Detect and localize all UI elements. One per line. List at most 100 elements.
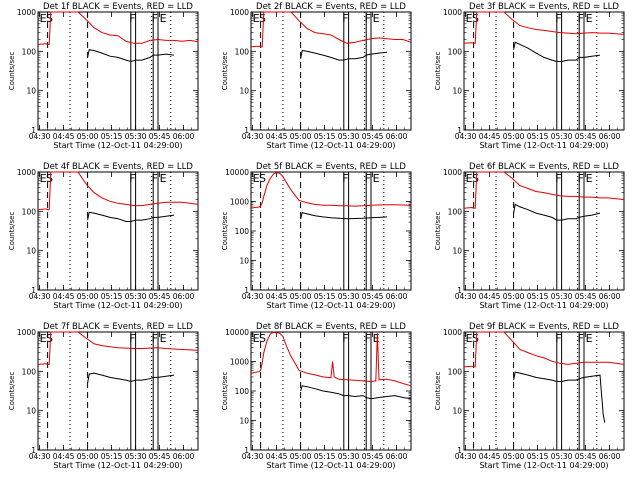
marker-letter: S [472,12,479,25]
x-tick-label: 05:45 [362,292,384,301]
y-tick-label: 1000 [443,328,462,337]
y-tick-label: 1000 [230,8,249,17]
x-tick-label: 06:00 [599,132,621,141]
x-tick-label: 05:30 [338,132,360,141]
x-axis-label: Start Time (12-Oct-11 04:29:00) [266,301,395,310]
y-tick-label: 100 [235,387,250,396]
marker-letter: S [472,172,479,185]
panel-title: Det 2f BLACK = Events, RED = LLD [256,2,406,12]
x-tick-label: 05:15 [314,292,336,301]
y-axis-label: Counts/sec [434,52,442,91]
x-tick-label: 04:45 [266,132,288,141]
y-axis-label: Counts/sec [221,212,229,251]
panel-title: Det 3f BLACK = Events, RED = LLD [469,2,619,12]
marker-letter: F [578,332,584,345]
y-tick-label: 1000 [230,198,249,207]
marker-letter: E [373,332,380,345]
marker-letter: F [342,12,348,25]
series-events-line [513,371,606,423]
x-tick-label: 04:45 [53,452,75,461]
y-tick-label: 1000 [443,168,462,177]
x-tick-label: 04:45 [479,292,501,301]
y-axis-label: Counts/sec [434,372,442,411]
x-tick-label: 05:45 [149,452,171,461]
marker-letter: S [259,172,266,185]
x-axis-label: Start Time (12-Oct-11 04:29:00) [53,461,182,470]
series-events-line [300,385,412,400]
marker-letter: E [466,12,473,25]
marker-letter: F [129,12,135,25]
series-events-line [300,49,388,61]
marker-letter: F [342,332,348,345]
y-tick-label: 10000 [225,168,249,177]
marker-letter: E [586,12,593,25]
x-tick-label: 05:45 [575,292,597,301]
x-tick-label: 05:00 [290,132,312,141]
panel-4: Det 4f BLACK = Events, RED = LLD 1 10 100 10… [8,162,199,310]
y-tick-label: 10 [26,87,36,96]
y-tick-label: 1 [31,126,36,135]
y-axis-label: Counts/sec [221,372,229,411]
series-lld-line [37,11,199,45]
marker-letter: E [586,332,593,345]
y-tick-label: 10 [452,247,462,256]
series-events-line [513,203,601,221]
panel-6: Det 6f BLACK = Events, RED = LLD 1 10 100 10… [434,162,625,310]
x-tick-label: 05:00 [290,292,312,301]
marker-letter: S [259,12,266,25]
x-tick-label: 06:00 [386,132,408,141]
x-tick-label: 05:00 [77,452,99,461]
x-tick-label: 05:30 [125,292,147,301]
plot-frame [250,171,412,291]
x-axis-label: Start Time (12-Oct-11 04:29:00) [479,461,608,470]
x-axis-label: Start Time (12-Oct-11 04:29:00) [53,141,182,150]
x-tick-label: 05:45 [362,452,384,461]
marker-letter: S [46,12,53,25]
x-tick-label: 05:30 [338,292,360,301]
x-axis-label: Start Time (12-Oct-11 04:29:00) [266,461,395,470]
series-lld-line [463,331,625,368]
series-lld-line [463,171,625,209]
x-tick-label: 05:30 [551,452,573,461]
y-axis-label: Counts/sec [8,212,16,251]
marker-letter: S [259,332,266,345]
y-tick-label: 10000 [225,328,249,337]
x-tick-label: 06:00 [173,132,195,141]
y-tick-label: 10 [239,87,249,96]
x-tick-label: 05:45 [575,132,597,141]
y-tick-label: 100 [235,47,250,56]
plot-frame [463,171,625,291]
plot-frame [250,331,412,451]
panel-title: Det 1f BLACK = Events, RED = LLD [43,2,193,12]
y-tick-label: 100 [448,47,463,56]
y-tick-label: 10 [239,417,249,426]
marker-letter: F [129,172,135,185]
plot-frame [37,331,199,451]
y-tick-label: 10 [26,407,36,416]
x-tick-label: 04:30 [455,292,477,301]
x-axis-label: Start Time (12-Oct-11 04:29:00) [266,141,395,150]
marker-letter: S [46,172,53,185]
series-lld-line [37,331,199,365]
panel-1: Det 1f BLACK = Events, RED = LLD 1 10 100 10… [8,2,199,150]
marker-letter: E [466,332,473,345]
x-tick-label: 04:30 [29,132,51,141]
plot-frame [463,11,625,131]
x-axis-label: Start Time (12-Oct-11 04:29:00) [53,301,182,310]
marker-letter: S [472,332,479,345]
x-tick-label: 05:00 [77,292,99,301]
marker-letter: F [555,12,561,25]
marker-letter: E [160,12,167,25]
panel-9: Det 9f BLACK = Events, RED = LLD 1 10 100 10… [434,322,625,470]
x-tick-label: 05:15 [314,452,336,461]
y-tick-label: 1000 [17,168,36,177]
x-tick-label: 04:30 [29,292,51,301]
x-tick-label: 06:00 [599,452,621,461]
marker-letter: E [253,332,260,345]
x-tick-label: 04:45 [53,132,75,141]
series-lld-line [463,11,625,44]
y-tick-label: 1 [457,126,462,135]
series-events-line [87,49,175,63]
panel-title: Det 8f BLACK = Events, RED = LLD [256,322,406,332]
